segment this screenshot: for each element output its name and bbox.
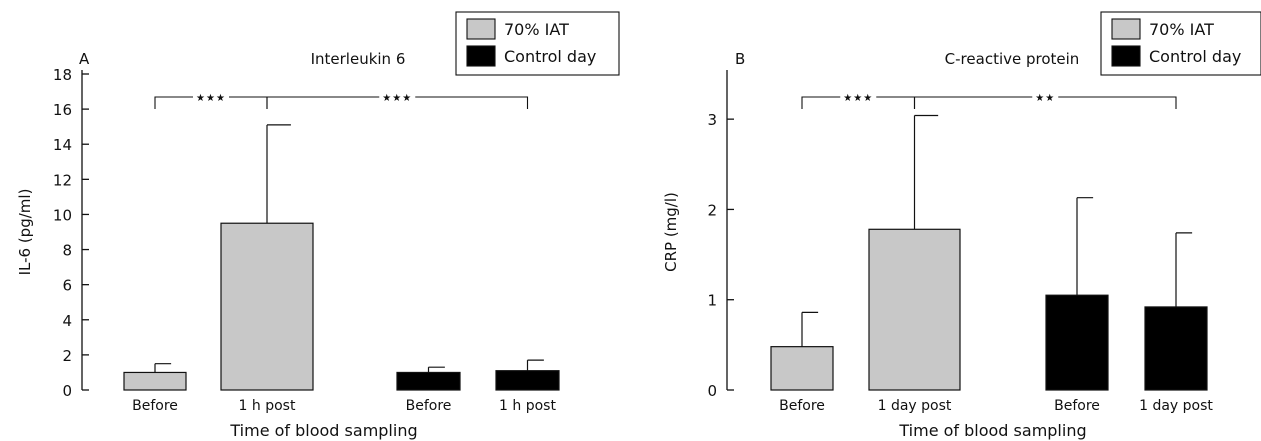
x-category-label: 1 h post <box>239 398 296 414</box>
legend-swatch <box>1111 45 1141 67</box>
bar <box>1144 306 1208 391</box>
x-axis-label: Time of blood sampling <box>229 421 417 440</box>
significance-stars: ★★★ <box>843 93 873 104</box>
y-tick-label: 14 <box>53 136 72 154</box>
bar <box>1045 294 1109 391</box>
y-tick-label: 8 <box>62 242 72 260</box>
significance-stars: ★★★ <box>382 93 412 104</box>
y-tick-label: 4 <box>62 312 72 330</box>
legend-swatch <box>1111 18 1141 40</box>
bar <box>220 222 314 391</box>
significance-stars: ★★ <box>1035 93 1055 104</box>
legend-swatch <box>466 18 496 40</box>
bar <box>868 228 961 391</box>
chart-title: Interleukin 6 <box>311 50 406 68</box>
y-axis-label: CRP (mg/l) <box>662 192 680 272</box>
x-category-label: Before <box>779 398 825 414</box>
x-axis-label: Time of blood sampling <box>898 421 1086 440</box>
panel-letter: B <box>735 50 745 68</box>
y-tick-label: 2 <box>707 201 717 219</box>
significance-gap <box>1032 91 1059 103</box>
y-axis-label: IL-6 (pg/ml) <box>16 189 34 276</box>
y-tick-label: 1 <box>707 292 717 310</box>
y-tick-label: 10 <box>53 206 72 224</box>
y-tick-label: 16 <box>53 101 72 119</box>
legend-label: Control day <box>1149 47 1241 66</box>
legend-swatch <box>466 45 496 67</box>
y-tick-label: 12 <box>53 171 72 189</box>
significance-stars: ★★★ <box>196 93 226 104</box>
legend-label: Control day <box>504 47 596 66</box>
x-category-label: Before <box>132 398 178 414</box>
panel-a: 0 2 4 6 8 10 12 14 16 18 A Interleukin 6 IL-6 (pg/ml… <box>16 11 620 440</box>
significance-gap <box>840 91 877 103</box>
panel-b: 0 1 2 3 B C-reactive protein CRP (mg/l) Time of… <box>662 11 1261 440</box>
panel-letter: A <box>79 50 90 68</box>
bar <box>123 371 187 391</box>
legend-label: 70% IAT <box>504 20 569 39</box>
bar <box>396 371 461 391</box>
y-tick-label: 18 <box>53 66 72 84</box>
x-category-label: Before <box>1054 398 1100 414</box>
y-tick-label: 0 <box>62 382 72 400</box>
y-tick-label: 3 <box>707 111 717 129</box>
y-tick-label: 0 <box>707 382 717 400</box>
legend-label: 70% IAT <box>1149 20 1214 39</box>
significance-gap <box>193 91 229 103</box>
x-category-label: 1 h post <box>499 398 556 414</box>
x-category-label: 1 day post <box>878 398 952 414</box>
x-category-label: 1 day post <box>1139 398 1213 414</box>
y-tick-label: 6 <box>62 277 72 295</box>
y-tick-label: 2 <box>62 347 72 365</box>
significance-gap <box>379 91 416 103</box>
chart-title: C-reactive protein <box>945 50 1080 68</box>
bar <box>495 370 560 391</box>
bar <box>770 346 834 391</box>
x-category-label: Before <box>406 398 452 414</box>
